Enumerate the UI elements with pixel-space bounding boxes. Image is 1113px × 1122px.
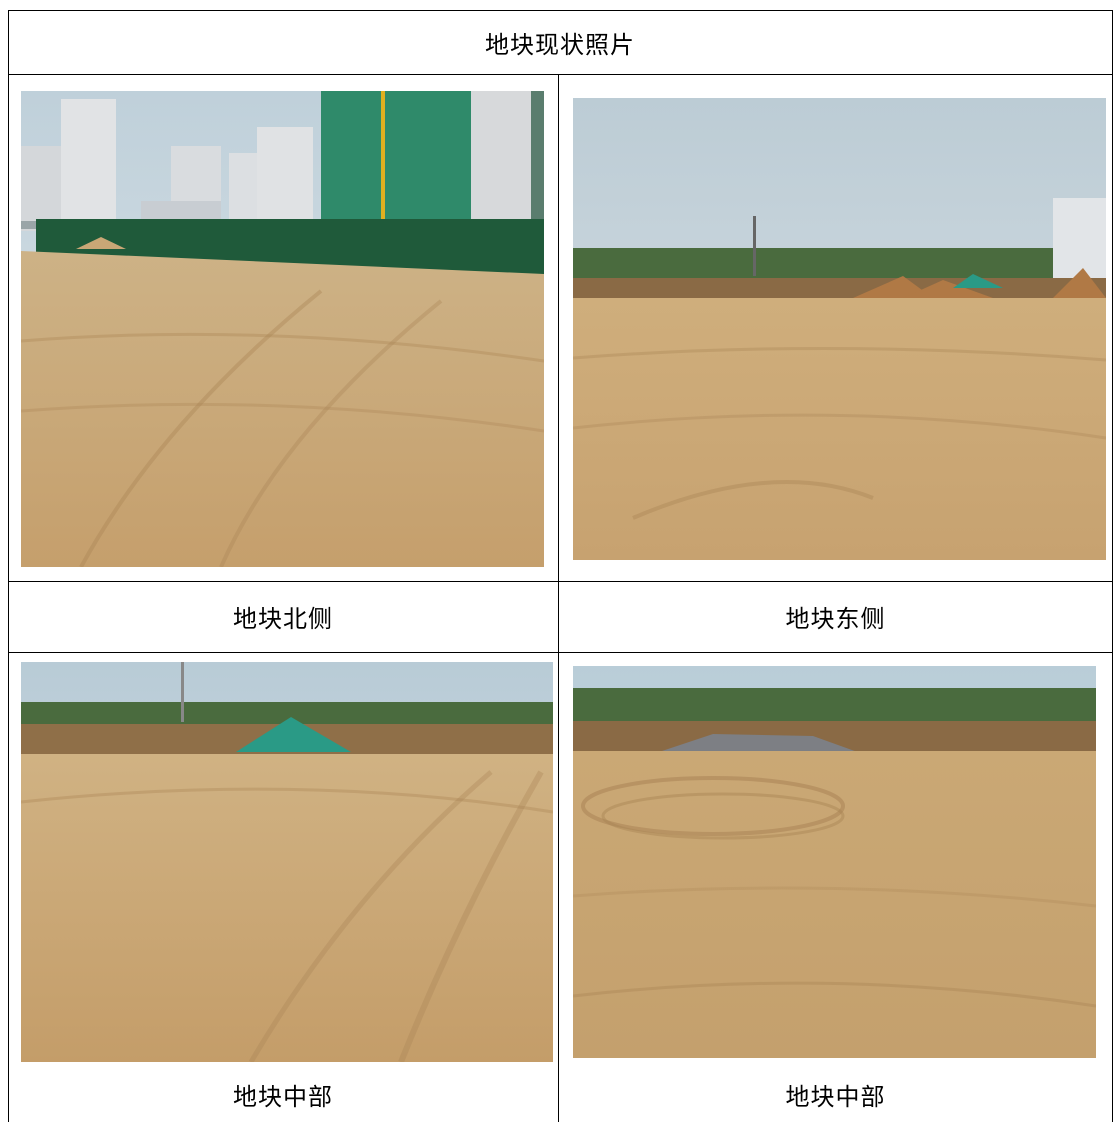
- table-border-left: [8, 10, 9, 1122]
- photo-caption-north: 地块北侧: [233, 605, 333, 633]
- table-divider-column: [558, 74, 559, 1122]
- photo-caption-center-left: 地块中部: [233, 1082, 333, 1111]
- photo-north: [21, 91, 544, 567]
- table-divider-caption1: [8, 652, 1113, 653]
- site-photo-table: 地块现状照片: [8, 10, 1113, 1122]
- table-divider-row1: [8, 581, 1113, 582]
- table-divider-header: [8, 74, 1113, 75]
- photo-center-left: [21, 662, 553, 1062]
- table-border-top: [8, 10, 1113, 11]
- table-title: 地块现状照片: [485, 30, 635, 59]
- photo-caption-center-right: 地块中部: [785, 1082, 886, 1111]
- photo-caption-east: 地块东侧: [785, 605, 886, 633]
- photo-east: [573, 98, 1106, 560]
- photo-center-right: [573, 666, 1096, 1058]
